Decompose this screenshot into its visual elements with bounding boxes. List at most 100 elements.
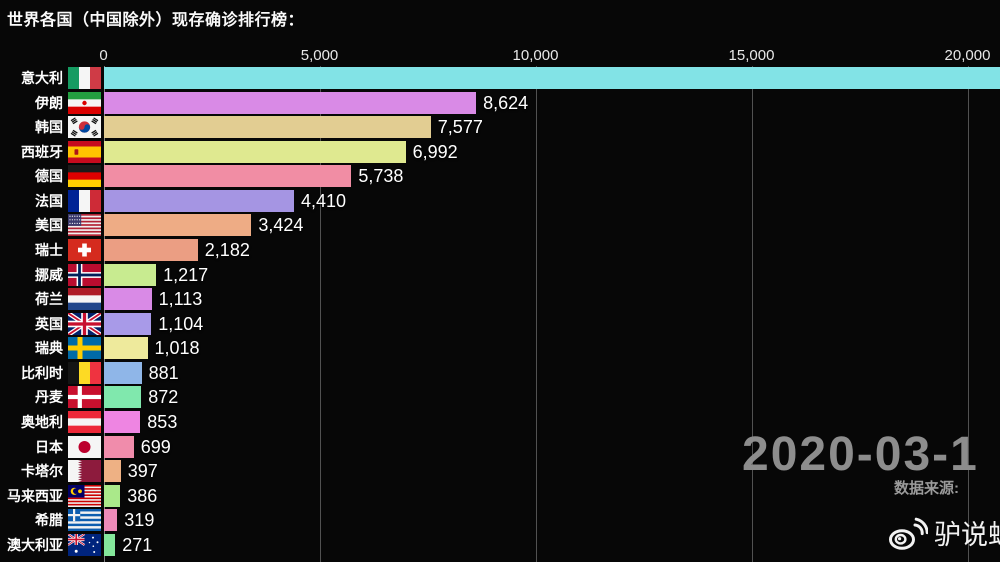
flag-australia-icon — [68, 533, 101, 556]
value-label: 386 — [127, 485, 158, 506]
value-label: 872 — [148, 387, 179, 408]
bar-row: 韩国 7,577 — [0, 116, 1000, 139]
flag-denmark-icon — [68, 386, 101, 409]
value-label: 4,410 — [301, 190, 347, 211]
country-label: 韩国 — [35, 119, 63, 136]
bar — [103, 239, 198, 261]
axis-tick-label: 15,000 — [728, 47, 775, 64]
country-label: 日本 — [35, 438, 63, 455]
flag-south-korea-icon — [68, 116, 101, 139]
bar-row: 卡塔尔 397 — [0, 460, 1000, 483]
bar-row: 西班牙 6,992 — [0, 140, 1000, 163]
axis-tick-label: 5,000 — [300, 47, 339, 64]
bar-row: 比利时 881 — [0, 361, 1000, 384]
flag-malaysia-icon — [68, 484, 101, 507]
bar-row: 希腊 319 — [0, 509, 1000, 532]
flag-japan-icon — [68, 435, 101, 458]
country-label: 德国 — [35, 168, 63, 185]
country-label: 意大利 — [21, 70, 63, 86]
country-label: 丹麦 — [35, 389, 63, 406]
bar — [103, 460, 121, 483]
gridline — [967, 66, 969, 562]
bar — [103, 165, 352, 188]
country-label: 马来西亚 — [7, 487, 63, 504]
bar — [103, 435, 134, 458]
flag-germany-icon — [68, 165, 101, 188]
value-label: 7,577 — [437, 117, 483, 138]
bar — [103, 214, 252, 237]
bar — [103, 509, 118, 532]
bar-row: 日本 699 — [0, 435, 1000, 458]
flag-greece-icon — [68, 509, 101, 532]
bar — [103, 533, 116, 556]
country-label: 澳大利亚 — [7, 536, 63, 553]
bar — [103, 288, 152, 311]
bar — [103, 189, 294, 212]
bar — [103, 312, 152, 335]
country-label: 伊朗 — [35, 94, 63, 111]
country-label: 希腊 — [35, 512, 63, 529]
value-label: 699 — [140, 436, 171, 457]
bar-row: 荷兰 1,113 — [0, 288, 1000, 311]
value-label: 881 — [148, 362, 179, 383]
bar-row: 意大利 — [0, 67, 1000, 89]
flag-netherlands-icon — [68, 288, 101, 311]
flag-switzerland-icon — [68, 239, 101, 261]
bar — [103, 411, 141, 433]
value-label: 1,104 — [158, 313, 204, 334]
bar — [103, 91, 477, 114]
country-label: 瑞士 — [35, 242, 63, 258]
value-label: 5,738 — [358, 166, 404, 187]
bar-row: 挪威 1,217 — [0, 263, 1000, 286]
country-label: 荷兰 — [35, 291, 63, 308]
value-label: 853 — [147, 412, 178, 432]
bar — [103, 67, 1000, 89]
page-title: 世界各国（中国除外）现存确诊排行榜： — [7, 12, 305, 29]
value-label: 2,182 — [204, 240, 250, 260]
value-label: 1,217 — [163, 264, 209, 285]
flag-sweden-icon — [68, 337, 101, 360]
watermark: 驴说蛙 — [888, 513, 1000, 552]
country-label: 瑞典 — [35, 340, 63, 357]
bar-row: 马来西亚 386 — [0, 484, 1000, 507]
value-label: 1,018 — [154, 338, 200, 359]
bar-row: 丹麦 872 — [0, 386, 1000, 409]
country-label: 美国 — [35, 217, 63, 234]
country-label: 法国 — [35, 192, 63, 209]
weibo-icon — [889, 517, 928, 550]
data-source-label: 数据来源: — [894, 480, 959, 497]
bar — [103, 140, 406, 163]
country-label: 卡塔尔 — [21, 463, 63, 480]
bar-row: 瑞典 1,018 — [0, 337, 1000, 360]
flag-spain-icon — [68, 140, 101, 163]
value-label: 8,624 — [483, 92, 529, 113]
axis-tick-label: 20,000 — [944, 47, 991, 64]
bar-row: 德国 5,738 — [0, 165, 1000, 188]
flag-austria-icon — [68, 411, 101, 433]
axis-tick-label: 0 — [99, 47, 108, 64]
bar-row: 瑞士 2,182 — [0, 239, 1000, 261]
flag-france-icon — [68, 189, 101, 212]
value-label: 319 — [124, 510, 155, 531]
country-label: 英国 — [35, 315, 63, 332]
gridline — [751, 66, 753, 562]
value-label: 397 — [127, 461, 158, 482]
country-label: 西班牙 — [21, 143, 63, 160]
value-label: 1,113 — [158, 289, 203, 310]
country-label: 比利时 — [21, 364, 63, 381]
axis-tick-label: 10,000 — [512, 47, 559, 64]
gridline — [535, 66, 537, 562]
flag-norway-icon — [68, 263, 101, 286]
bar-row: 奥地利 853 — [0, 411, 1000, 433]
bar-row: 法国 4,410 — [0, 189, 1000, 212]
bar-row: 澳大利亚 271 — [0, 533, 1000, 556]
gridline — [319, 66, 321, 562]
watermark-name: 驴说蛙 — [934, 520, 1000, 550]
flag-iran-icon — [68, 91, 101, 114]
flag-qatar-icon — [68, 460, 101, 483]
value-label: 3,424 — [258, 215, 304, 236]
bar — [103, 484, 121, 507]
bar-row: 美国 3,424 — [0, 214, 1000, 237]
flag-italy-icon — [68, 67, 101, 89]
